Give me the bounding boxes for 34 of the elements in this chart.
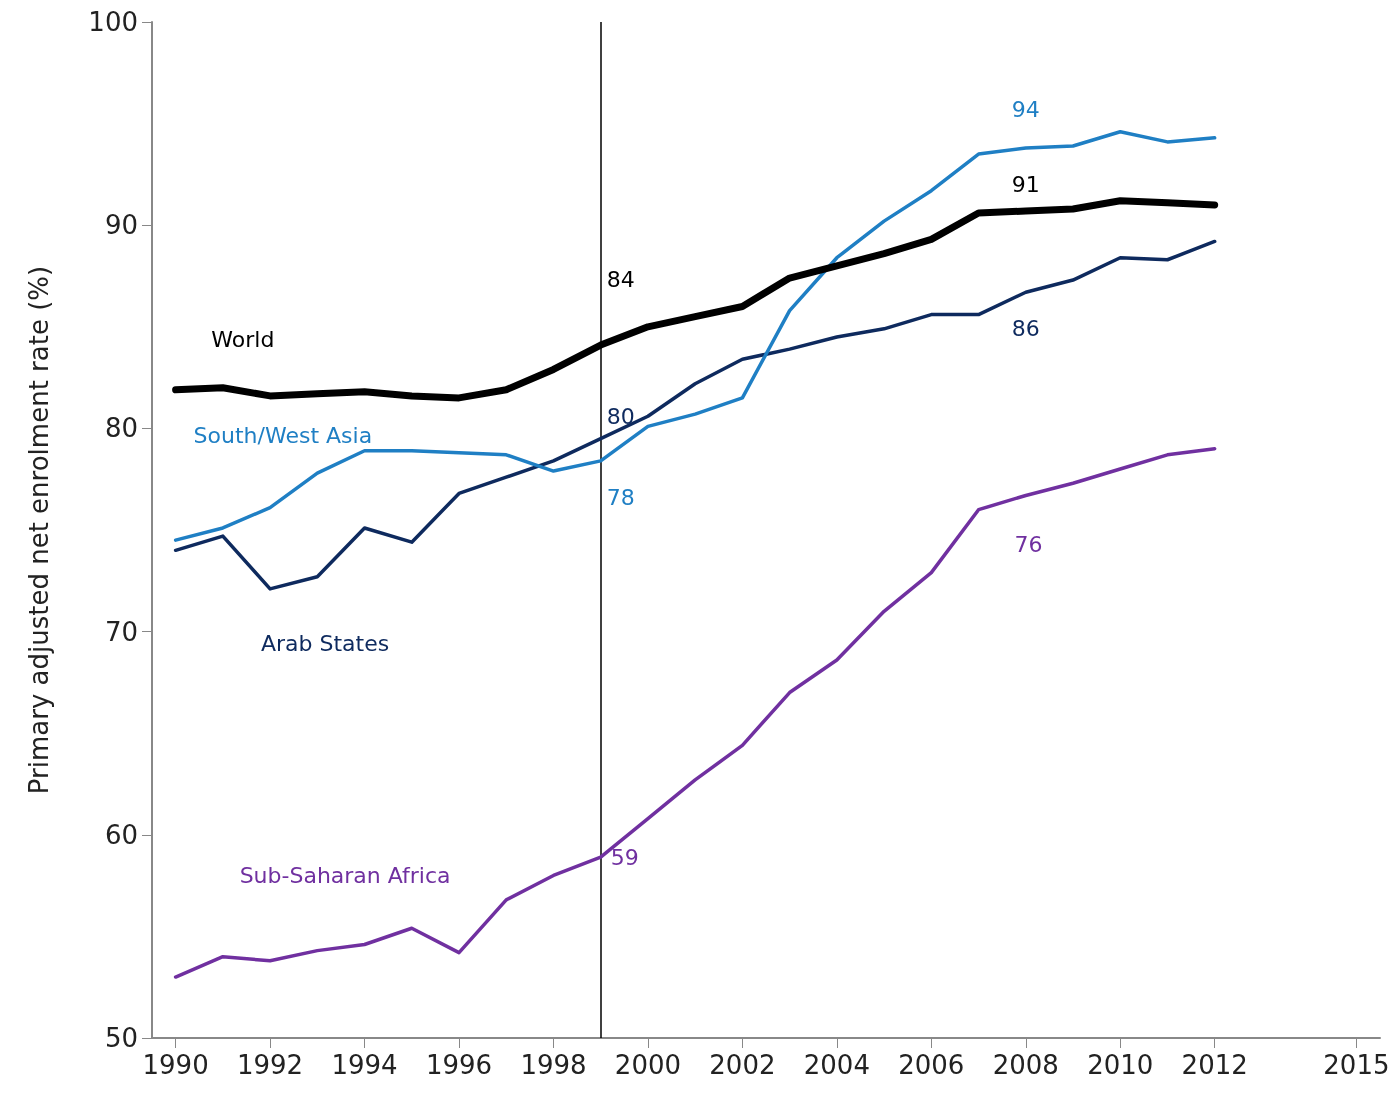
x-tick-label: 2012 (1181, 1050, 1248, 1080)
x-tick-label: 1992 (236, 1050, 304, 1080)
annotation: 80 (606, 404, 635, 430)
x-tick-label: 2004 (803, 1050, 870, 1080)
annotation: 86 (1011, 315, 1040, 341)
x-tick-label: 1998 (520, 1050, 587, 1080)
y-tick-label: 50 (104, 1023, 138, 1053)
x-tick-label: 1994 (331, 1050, 398, 1080)
annotation: 59 (610, 844, 639, 870)
y-tick-label: 100 (88, 7, 138, 37)
series-label: World (211, 327, 275, 353)
y-tick-label: 90 (104, 210, 138, 241)
annotation: 94 (1011, 97, 1040, 123)
x-tick-label: 1996 (425, 1050, 493, 1080)
x-tick-label: 2006 (898, 1050, 965, 1080)
y-tick-label: 80 (104, 413, 138, 444)
y-axis-title: Primary adjusted net enrolment rate (%) (24, 265, 54, 795)
y-tick-label: 70 (104, 616, 138, 647)
series-label: Arab States (260, 631, 390, 657)
x-tick-label: 2002 (709, 1050, 776, 1080)
x-tick-label: 2010 (1087, 1050, 1154, 1080)
annotation: 78 (606, 485, 635, 511)
annotation: 76 (1014, 532, 1043, 558)
line-series (173, 446, 1217, 979)
x-tick-label: 2008 (992, 1050, 1059, 1080)
x-tick-label: 2015 (1323, 1050, 1390, 1080)
annotation: 84 (606, 266, 635, 292)
text: Sub-Saharan Africa (239, 863, 451, 889)
y-tick-label: 60 (104, 819, 138, 850)
x-tick-label: 1990 (142, 1050, 209, 1080)
series-label: South/West Asia (193, 423, 373, 449)
annotation: 91 (1011, 172, 1040, 198)
x-tick-label: 2000 (614, 1050, 682, 1080)
line-series (173, 239, 1217, 591)
